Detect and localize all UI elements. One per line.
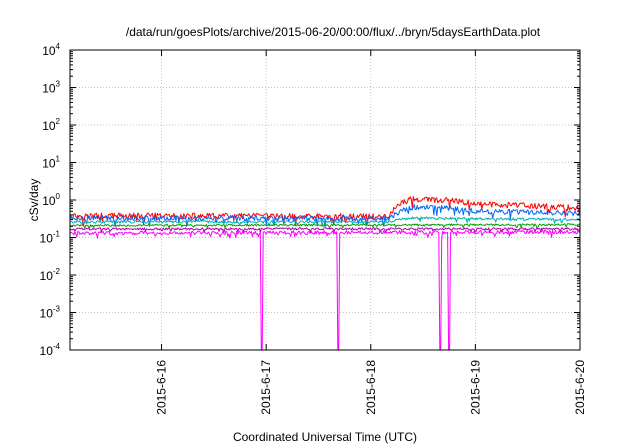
y-tick-label: 103 xyxy=(42,80,60,96)
y-tick-label: 102 xyxy=(42,117,60,133)
y-tick-label: 100 xyxy=(42,192,60,208)
series-lines xyxy=(69,196,581,351)
y-axis-label: cSv/day xyxy=(27,179,41,222)
x-tick-label: 2015-6-20 xyxy=(573,360,587,415)
series-line xyxy=(69,196,581,226)
series-line xyxy=(69,204,581,228)
y-tick-label: 101 xyxy=(42,155,60,171)
x-tick-label: 2015-6-16 xyxy=(155,360,169,415)
x-tick-label: 2015-6-19 xyxy=(468,360,482,415)
series-line xyxy=(69,227,581,233)
series-line xyxy=(69,223,581,229)
series-line xyxy=(69,216,581,227)
y-tick-label: 10-3 xyxy=(40,305,61,321)
grid xyxy=(70,50,580,350)
y-tick-label: 10-2 xyxy=(40,267,61,283)
axis-ticks: 10-4 10-3 10-2 10-1 100 101 102 103 104 2015-6-16… xyxy=(40,42,587,415)
y-tick-label: 10-4 xyxy=(40,342,61,358)
x-tick-label: 2015-6-17 xyxy=(259,360,273,415)
x-axis-label: Coordinated Universal Time (UTC) xyxy=(233,430,417,444)
series-line xyxy=(69,229,581,351)
y-tick-label: 104 xyxy=(42,42,60,58)
x-tick-label: 2015-6-18 xyxy=(364,360,378,415)
y-tick-label: 10-1 xyxy=(40,230,61,246)
chart-title: /data/run/goesPlots/archive/2015-06-20/0… xyxy=(126,25,541,39)
